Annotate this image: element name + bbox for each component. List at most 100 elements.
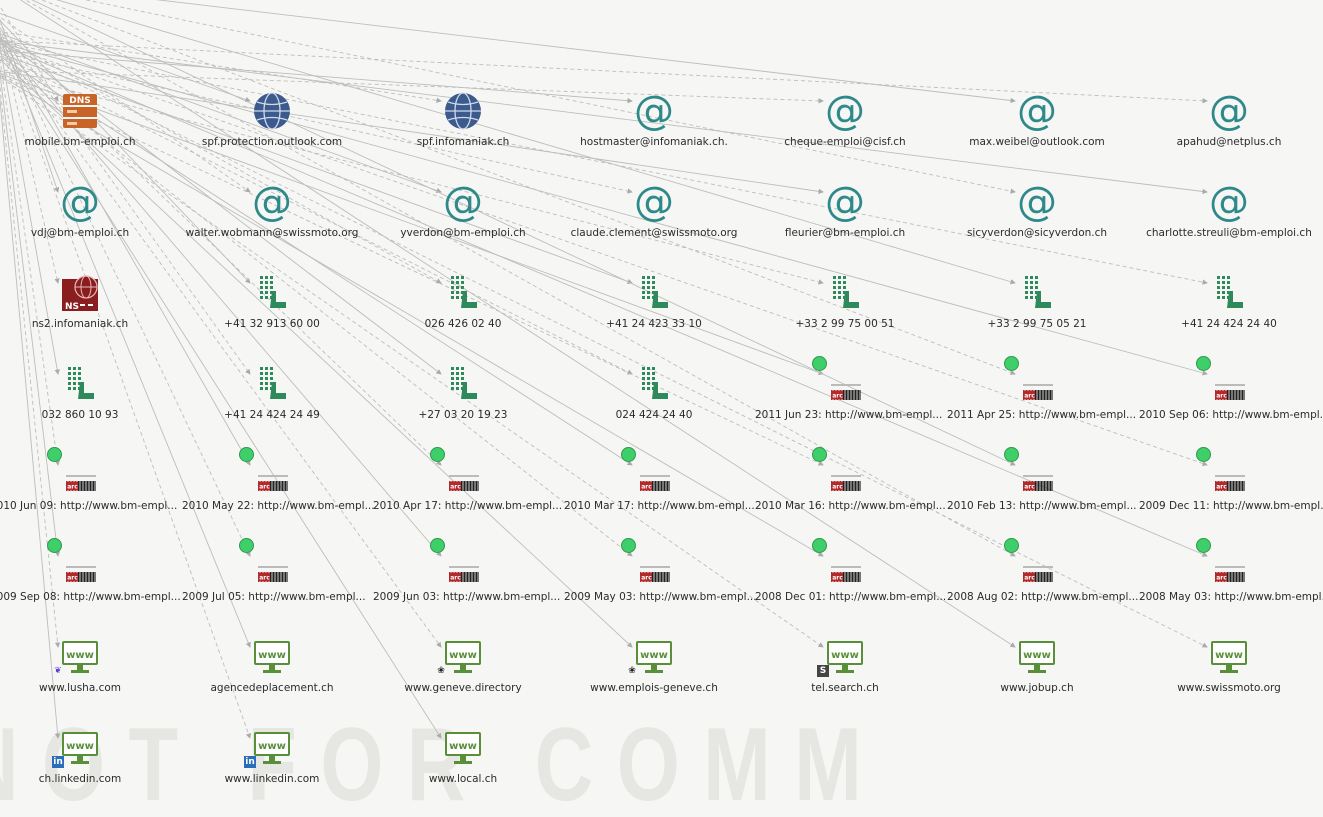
node-label: 2010 Sep 06: http://www.bm-empl... <box>1139 409 1323 421</box>
linkedin-icon: in <box>52 756 64 768</box>
graph-node-archive[interactable]: arc 2009 Sep 08: http://www.bm-empl... <box>0 538 181 618</box>
wayback-archive-icon-svg: arc <box>1215 384 1245 400</box>
node-label: www.linkedin.com <box>224 773 320 785</box>
graph-node-archive[interactable]: arc 2010 Sep 06: http://www.bm-empl... <box>1139 356 1323 436</box>
graph-node-email[interactable]: @ vdj@bm-emploi.ch <box>0 182 170 254</box>
graph-node-ns[interactable]: NS ns2.infomaniak.ch <box>0 273 170 345</box>
graph-node-archive[interactable]: arc 2010 May 22: http://www.bm-empl... <box>182 447 375 527</box>
graph-node-web[interactable]: www www.swissmoto.org <box>1139 637 1319 709</box>
graph-node-phone[interactable]: 032 860 10 93 <box>0 364 170 436</box>
graph-node-archive[interactable]: arc 2008 Aug 02: http://www.bm-empl... <box>947 538 1139 618</box>
website-www-icon: www ❦ <box>54 637 100 677</box>
graph-node-archive[interactable]: arc 2009 Jul 05: http://www.bm-empl... <box>182 538 366 618</box>
graph-node-archive[interactable]: arc 2009 Jun 03: http://www.bm-empl... <box>373 538 560 618</box>
graph-node-phone[interactable]: 026 426 02 40 <box>373 273 553 345</box>
graph-node-archive[interactable]: arc 2010 Mar 17: http://www.bm-empl... <box>564 447 755 527</box>
graph-node-archive[interactable]: arc 2011 Apr 25: http://www.bm-empl... <box>947 356 1136 436</box>
graph-node-globe[interactable]: spf.protection.outlook.com <box>182 91 362 163</box>
graph-node-phone[interactable]: +41 32 913 60 00 <box>182 273 362 345</box>
graph-node-web[interactable]: www in www.linkedin.com <box>182 728 362 800</box>
node-label: sicyverdon@sicyverdon.ch <box>966 227 1108 239</box>
graph-node-web[interactable]: www ❀ www.geneve.directory <box>373 637 553 709</box>
graph-node-phone[interactable]: +41 24 424 24 40 <box>1139 273 1319 345</box>
node-label: 2008 May 03: http://www.bm-empl... <box>1139 591 1323 603</box>
graph-node-archive[interactable]: arc 2010 Mar 16: http://www.bm-empl... <box>755 447 946 527</box>
node-label: mobile.bm-emploi.ch <box>24 136 136 148</box>
graph-node-dns[interactable]: DNS mobile.bm-emploi.ch <box>0 91 170 163</box>
graph-node-email[interactable]: @ walter.wobmann@swissmoto.org <box>182 182 362 254</box>
graph-node-archive[interactable]: arc 2010 Apr 17: http://www.bm-empl... <box>373 447 562 527</box>
website-www-icon: www in <box>244 728 292 768</box>
website-www-icon-svg: www <box>254 641 290 673</box>
graph-node-globe[interactable]: spf.infomaniak.ch <box>373 91 553 163</box>
graph-node-archive[interactable]: arc 2009 Dec 11: http://www.bm-empl... <box>1139 447 1323 527</box>
graph-node-phone[interactable]: 024 424 24 40 <box>564 364 744 436</box>
graph-node-email[interactable]: @ max.weibel@outlook.com <box>947 91 1127 163</box>
graph-node-web[interactable]: www agencedeplacement.ch <box>182 637 362 709</box>
status-dot-icon <box>430 538 445 553</box>
website-www-icon: www <box>252 637 292 677</box>
wayback-archive-icon-svg: arc <box>1023 384 1053 400</box>
graph-node-web[interactable]: www www.jobup.ch <box>947 637 1127 709</box>
wayback-archive-icon-svg: arc <box>449 475 479 491</box>
graph-node-phone[interactable]: +41 24 424 24 49 <box>182 364 362 436</box>
graph-node-web[interactable]: www in ch.linkedin.com <box>0 728 170 800</box>
wayback-archive-icon: arc <box>812 356 865 404</box>
dns-server-icon: DNS <box>60 91 100 131</box>
svg-text:arc: arc <box>450 575 461 582</box>
phone-keypad-icon <box>60 364 100 404</box>
node-label: 2008 Aug 02: http://www.bm-empl... <box>947 591 1139 603</box>
edge-line <box>155 0 1016 104</box>
graph-node-archive[interactable]: arc 2008 May 03: http://www.bm-empl... <box>1139 538 1323 618</box>
status-dot-icon <box>1004 538 1019 553</box>
wayback-archive-icon-svg: arc <box>640 566 670 582</box>
graph-node-archive[interactable]: arc 2010 Feb 13: http://www.bm-empl... <box>947 447 1137 527</box>
graph-node-archive[interactable]: arc 2011 Jun 23: http://www.bm-empl... <box>755 356 942 436</box>
node-label: +27 03 20 19 23 <box>418 409 508 421</box>
wayback-archive-icon-svg: arc <box>831 384 861 400</box>
node-label: www.local.ch <box>428 773 498 785</box>
graph-node-email[interactable]: @ charlotte.streuli@bm-emploi.ch <box>1139 182 1319 254</box>
svg-text:www: www <box>640 650 668 661</box>
graph-node-archive[interactable]: arc 2008 Dec 01: http://www.bm-empl... <box>755 538 946 618</box>
graph-node-web[interactable]: www ❀ www.emplois-geneve.ch <box>564 637 744 709</box>
email-at-icon: @ <box>443 182 483 222</box>
wayback-archive-icon-svg: arc <box>1023 475 1053 491</box>
wayback-archive-icon: arc <box>621 447 674 495</box>
graph-node-archive[interactable]: arc 2010 Jun 09: http://www.bm-empl... <box>0 447 177 527</box>
node-label: 2010 Feb 13: http://www.bm-empl... <box>947 500 1137 512</box>
wayback-archive-icon: arc <box>430 538 483 586</box>
wayback-archive-icon-svg: arc <box>66 475 96 491</box>
graph-node-email[interactable]: @ hostmaster@infomaniak.ch. <box>564 91 744 163</box>
node-label: fleurier@bm-emploi.ch <box>784 227 906 239</box>
mx-record-globe-icon <box>443 91 483 131</box>
graph-node-phone[interactable]: +33 2 99 75 00 51 <box>755 273 935 345</box>
phone-keypad-icon-svg <box>451 276 477 308</box>
node-label: ns2.infomaniak.ch <box>31 318 129 330</box>
node-label: 026 426 02 40 <box>424 318 502 330</box>
graph-node-email[interactable]: @ cheque-emploi@cisf.ch <box>755 91 935 163</box>
graph-node-email[interactable]: @ fleurier@bm-emploi.ch <box>755 182 935 254</box>
email-at-icon: @ <box>634 91 674 131</box>
graph-node-email[interactable]: @ yverdon@bm-emploi.ch <box>373 182 553 254</box>
graph-node-phone[interactable]: +27 03 20 19 23 <box>373 364 553 436</box>
graph-node-archive[interactable]: arc 2009 May 03: http://www.bm-empl... <box>564 538 757 618</box>
node-label: yverdon@bm-emploi.ch <box>400 227 526 239</box>
svg-text:www: www <box>449 741 477 752</box>
graph-node-web[interactable]: www www.local.ch <box>373 728 553 800</box>
lusha-icon: ❦ <box>54 666 62 676</box>
phone-keypad-icon <box>825 273 865 313</box>
svg-text:arc: arc <box>832 484 843 491</box>
website-www-icon-svg: www <box>445 732 481 764</box>
graph-node-phone[interactable]: +33 2 99 75 05 21 <box>947 273 1127 345</box>
graph-node-email[interactable]: @ apahud@netplus.ch <box>1139 91 1319 163</box>
graph-node-phone[interactable]: +41 24 423 33 10 <box>564 273 744 345</box>
graph-node-email[interactable]: @ sicyverdon@sicyverdon.ch <box>947 182 1127 254</box>
graph-node-email[interactable]: @ claude.clement@swissmoto.org <box>564 182 744 254</box>
wayback-archive-icon-svg: arc <box>831 566 861 582</box>
graph-node-web[interactable]: www ❦ www.lusha.com <box>0 637 170 709</box>
email-at-icon: @ <box>1017 91 1057 131</box>
name-server-icon: NS <box>60 273 100 313</box>
